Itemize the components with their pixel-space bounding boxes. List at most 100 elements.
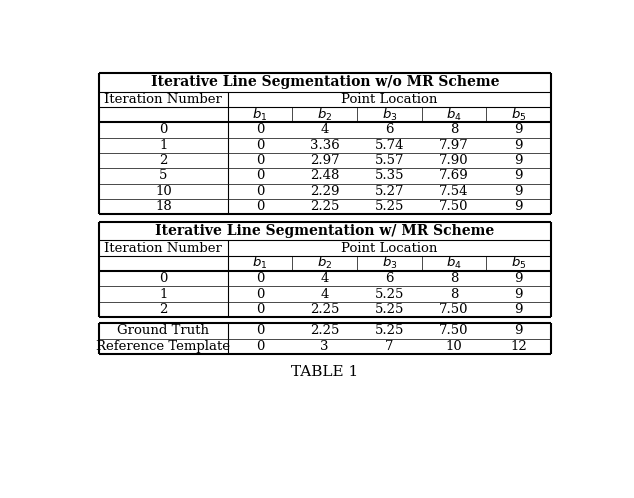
Text: 9: 9 — [514, 169, 523, 182]
Text: 5.25: 5.25 — [375, 303, 404, 316]
Text: 7.69: 7.69 — [439, 169, 469, 182]
Text: 9: 9 — [514, 303, 523, 316]
Text: 5.35: 5.35 — [375, 169, 404, 182]
Text: Point Location: Point Location — [341, 242, 437, 254]
Text: 0: 0 — [256, 169, 264, 182]
Text: Iteration Number: Iteration Number — [105, 242, 223, 254]
Bar — [99, 339, 551, 354]
Bar — [99, 255, 551, 271]
Text: 9: 9 — [514, 139, 523, 152]
Text: 12: 12 — [510, 340, 527, 353]
Text: $b_3$: $b_3$ — [382, 107, 397, 123]
Text: 7.54: 7.54 — [439, 185, 469, 198]
Text: 2.48: 2.48 — [310, 169, 339, 182]
Text: 0: 0 — [256, 200, 264, 213]
Text: Reference Template: Reference Template — [96, 340, 230, 353]
Text: 2.25: 2.25 — [310, 303, 339, 316]
Text: 9: 9 — [514, 185, 523, 198]
Text: $b_1$: $b_1$ — [252, 107, 268, 123]
Bar — [99, 107, 551, 123]
Text: Ground Truth: Ground Truth — [117, 324, 209, 337]
Text: 7: 7 — [385, 340, 394, 353]
Bar — [99, 73, 551, 92]
Text: 1: 1 — [159, 139, 167, 152]
Text: 18: 18 — [155, 200, 172, 213]
Text: 6: 6 — [385, 124, 394, 136]
Bar — [99, 199, 551, 214]
Text: 10: 10 — [155, 185, 172, 198]
Text: $b_5$: $b_5$ — [511, 255, 526, 271]
Text: 8: 8 — [450, 287, 458, 301]
Text: $b_3$: $b_3$ — [382, 255, 397, 271]
Text: 9: 9 — [514, 124, 523, 136]
Bar — [99, 286, 551, 302]
Text: 4: 4 — [321, 124, 329, 136]
Bar — [99, 168, 551, 184]
Text: 8: 8 — [450, 124, 458, 136]
Text: $b_4$: $b_4$ — [446, 107, 462, 123]
Text: Iteration Number: Iteration Number — [105, 93, 223, 106]
Text: 3.36: 3.36 — [310, 139, 340, 152]
Text: TABLE 1: TABLE 1 — [291, 365, 359, 379]
Bar — [99, 271, 551, 286]
Text: 9: 9 — [514, 272, 523, 285]
Text: 2.29: 2.29 — [310, 185, 339, 198]
Text: 0: 0 — [256, 324, 264, 337]
Text: 8: 8 — [450, 272, 458, 285]
Text: 0: 0 — [256, 287, 264, 301]
Text: 9: 9 — [514, 287, 523, 301]
Bar — [99, 184, 551, 199]
Text: Point Location: Point Location — [341, 93, 437, 106]
Bar — [99, 222, 551, 241]
Text: 0: 0 — [256, 340, 264, 353]
Text: Iterative Line Segmentation w/o MR Scheme: Iterative Line Segmentation w/o MR Schem… — [151, 75, 499, 89]
Text: 2.97: 2.97 — [310, 154, 340, 167]
Text: 10: 10 — [446, 340, 462, 353]
Text: 2: 2 — [159, 303, 167, 316]
Text: 5: 5 — [159, 169, 167, 182]
Bar — [99, 153, 551, 168]
Text: 9: 9 — [514, 154, 523, 167]
Text: 5.57: 5.57 — [375, 154, 404, 167]
Bar — [99, 323, 551, 339]
Bar — [99, 123, 551, 137]
Text: 0: 0 — [256, 154, 264, 167]
Text: $b_1$: $b_1$ — [252, 255, 268, 271]
Text: 5.25: 5.25 — [375, 287, 404, 301]
Bar — [99, 241, 551, 255]
Text: 7.50: 7.50 — [439, 324, 469, 337]
Text: 9: 9 — [514, 324, 523, 337]
Text: 0: 0 — [256, 124, 264, 136]
Text: 1: 1 — [159, 287, 167, 301]
Text: 0: 0 — [159, 272, 167, 285]
Text: 5.74: 5.74 — [375, 139, 404, 152]
Text: 6: 6 — [385, 272, 394, 285]
Text: 2.25: 2.25 — [310, 324, 339, 337]
Text: $b_2$: $b_2$ — [317, 255, 332, 271]
Text: 4: 4 — [321, 272, 329, 285]
Text: 9: 9 — [514, 200, 523, 213]
Text: 0: 0 — [256, 139, 264, 152]
Bar — [99, 302, 551, 317]
Text: Iterative Line Segmentation w/ MR Scheme: Iterative Line Segmentation w/ MR Scheme — [155, 224, 495, 238]
Text: 5.25: 5.25 — [375, 324, 404, 337]
Text: 5.25: 5.25 — [375, 200, 404, 213]
Text: 7.97: 7.97 — [439, 139, 469, 152]
Text: 7.90: 7.90 — [439, 154, 469, 167]
Text: 4: 4 — [321, 287, 329, 301]
Text: 2.25: 2.25 — [310, 200, 339, 213]
Text: 5.27: 5.27 — [375, 185, 404, 198]
Bar — [99, 137, 551, 153]
Text: 0: 0 — [256, 272, 264, 285]
Text: $b_2$: $b_2$ — [317, 107, 332, 123]
Text: $b_4$: $b_4$ — [446, 255, 462, 271]
Bar — [99, 92, 551, 107]
Text: 7.50: 7.50 — [439, 303, 469, 316]
Text: 3: 3 — [320, 340, 329, 353]
Text: 2: 2 — [159, 154, 167, 167]
Text: 0: 0 — [159, 124, 167, 136]
Text: $b_5$: $b_5$ — [511, 107, 526, 123]
Text: 0: 0 — [256, 185, 264, 198]
Text: 7.50: 7.50 — [439, 200, 469, 213]
Text: 0: 0 — [256, 303, 264, 316]
